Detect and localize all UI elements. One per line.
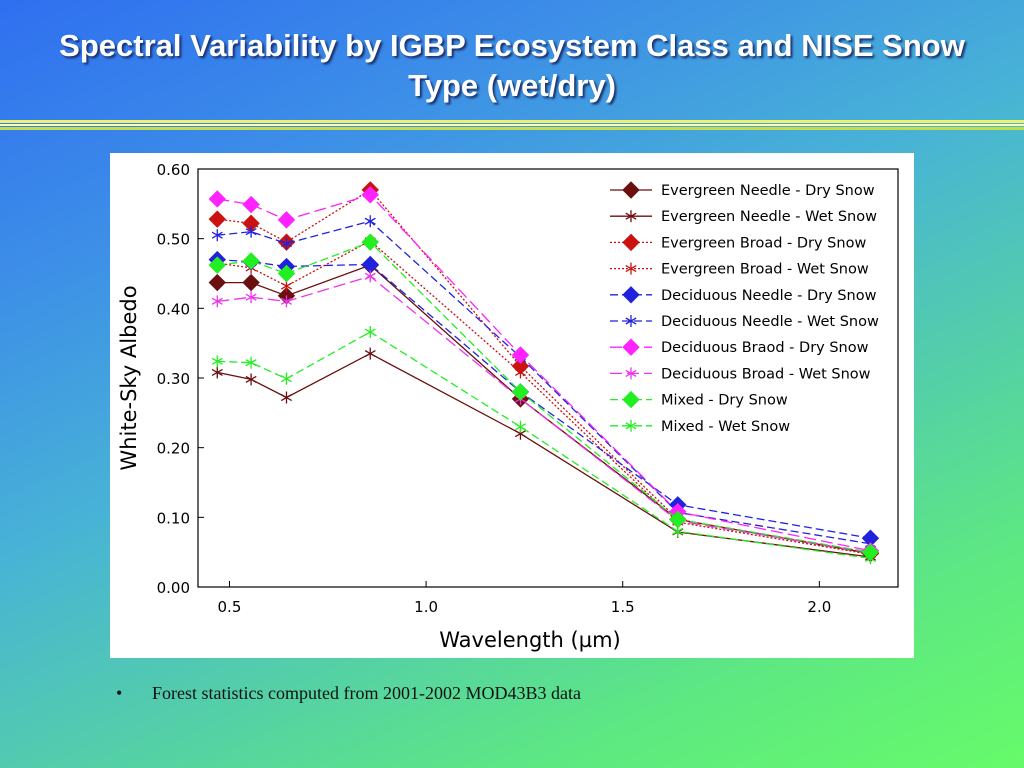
data-point-asterisk [245,373,257,386]
data-point-asterisk [245,291,257,304]
data-point-diamond [622,338,640,356]
legend-label: Deciduous Braod - Dry Snow [661,340,869,356]
data-point-asterisk [211,366,223,379]
data-point-asterisk [280,237,293,250]
series-line [217,352,871,558]
data-point-asterisk [364,347,376,360]
title-divider-line [0,120,1024,123]
legend-item: Evergreen Needle - Dry Snow [610,181,875,199]
legend-item: Deciduous Broad - Wet Snow [610,366,871,382]
legend-label: Evergreen Needle - Wet Snow [661,209,877,225]
x-axis: 0.5 1.0 1.5 2.0 [218,581,831,616]
legend-item: Evergreen Needle - Wet Snow [610,209,877,225]
y-tick-label: 0.10 [157,509,190,527]
legend-item: Mixed - Dry Snow [610,390,788,409]
series-10 [211,326,876,565]
data-point-diamond [277,264,296,283]
y-axis-label: White-Sky Albedo [117,285,141,470]
data-point-asterisk [514,366,526,379]
data-point-asterisk [211,355,223,368]
data-point-diamond [361,186,379,204]
chart-panel: 0.00 0.10 0.20 0.30 0.40 0.50 0.60 0.5 1.0 1.5 2.… [110,153,914,658]
data-point-asterisk [245,225,257,238]
data-point-asterisk [364,326,376,339]
y-tick-label: 0.30 [157,370,190,388]
x-tick-label: 1.0 [414,598,438,616]
y-axis: 0.00 0.10 0.20 0.30 0.40 0.50 0.60 [157,161,204,597]
data-point-diamond [622,233,640,252]
bullet-text: Forest statistics computed from 2001-200… [152,683,581,703]
data-point-diamond [242,195,260,214]
legend-label: Evergreen Broad - Wet Snow [661,262,869,278]
title-divider-line [0,124,1024,126]
data-point-asterisk [625,419,637,432]
y-tick-label: 0.60 [157,161,190,179]
legend-item: Deciduous Braod - Dry Snow [610,338,869,356]
title-divider-line [0,127,1024,130]
data-point-diamond [622,181,640,199]
data-point-asterisk [514,420,526,433]
data-point-diamond [511,383,530,401]
legend-label: Deciduous Needle - Dry Snow [661,288,877,304]
legend-item: Deciduous Needle - Dry Snow [610,286,877,304]
bullet-item: • Forest statistics computed from 2001-20… [116,683,896,704]
legend: Evergreen Needle - Dry Snow Evergreen Nee… [610,181,879,435]
data-point-asterisk [364,270,376,283]
data-point-asterisk [625,315,637,327]
data-point-diamond [208,210,226,228]
slide-title: Spectral Variability by IGBP Ecosystem C… [59,28,965,103]
legend-label: Mixed - Dry Snow [661,393,788,409]
y-tick-label: 0.00 [157,579,190,597]
legend-item: Mixed - Wet Snow [610,419,790,435]
data-point-diamond [622,390,640,409]
data-point-asterisk [280,391,293,404]
data-point-asterisk [625,367,637,380]
bullet-symbol: • [116,683,123,703]
data-point-diamond [277,211,296,229]
data-point-diamond [208,273,226,292]
data-point-asterisk [245,356,257,369]
albedo-line-chart: 0.00 0.10 0.20 0.30 0.40 0.50 0.60 0.5 1.0 1.5 2.… [117,161,899,652]
legend-item: Deciduous Needle - Wet Snow [610,314,879,330]
data-point-diamond [208,256,226,274]
data-point-asterisk [364,215,376,228]
y-tick-label: 0.20 [157,440,190,458]
data-point-asterisk [625,262,637,275]
data-point-asterisk [211,229,223,242]
y-tick-label: 0.40 [157,300,190,318]
legend-item: Evergreen Broad - Wet Snow [610,262,869,278]
legend-label: Mixed - Wet Snow [661,419,790,435]
data-point-asterisk [280,372,293,385]
data-point-asterisk [211,295,223,308]
legend-label: Evergreen Needle - Dry Snow [661,183,875,199]
data-point-diamond [242,273,260,292]
data-point-diamond [208,190,226,208]
legend-label: Deciduous Broad - Wet Snow [661,366,871,382]
legend-label: Evergreen Broad - Dry Snow [661,235,866,251]
series-9 [208,233,880,561]
data-point-asterisk [625,210,637,223]
x-tick-label: 1.5 [611,598,635,616]
data-point-diamond [511,346,530,364]
data-point-diamond [622,286,640,304]
x-tick-label: 2.0 [807,598,831,616]
series-group [208,181,880,565]
y-tick-label: 0.50 [157,231,190,249]
data-point-diamond [242,252,260,270]
legend-item: Evergreen Broad - Dry Snow [610,233,866,252]
data-point-diamond [361,233,379,251]
data-point-asterisk [280,295,293,308]
x-axis-label: Wavelength (µm) [439,628,620,652]
legend-label: Deciduous Needle - Wet Snow [661,314,879,330]
data-point-asterisk [672,525,684,538]
data-point-asterisk [864,552,876,565]
x-tick-label: 0.5 [218,598,242,616]
